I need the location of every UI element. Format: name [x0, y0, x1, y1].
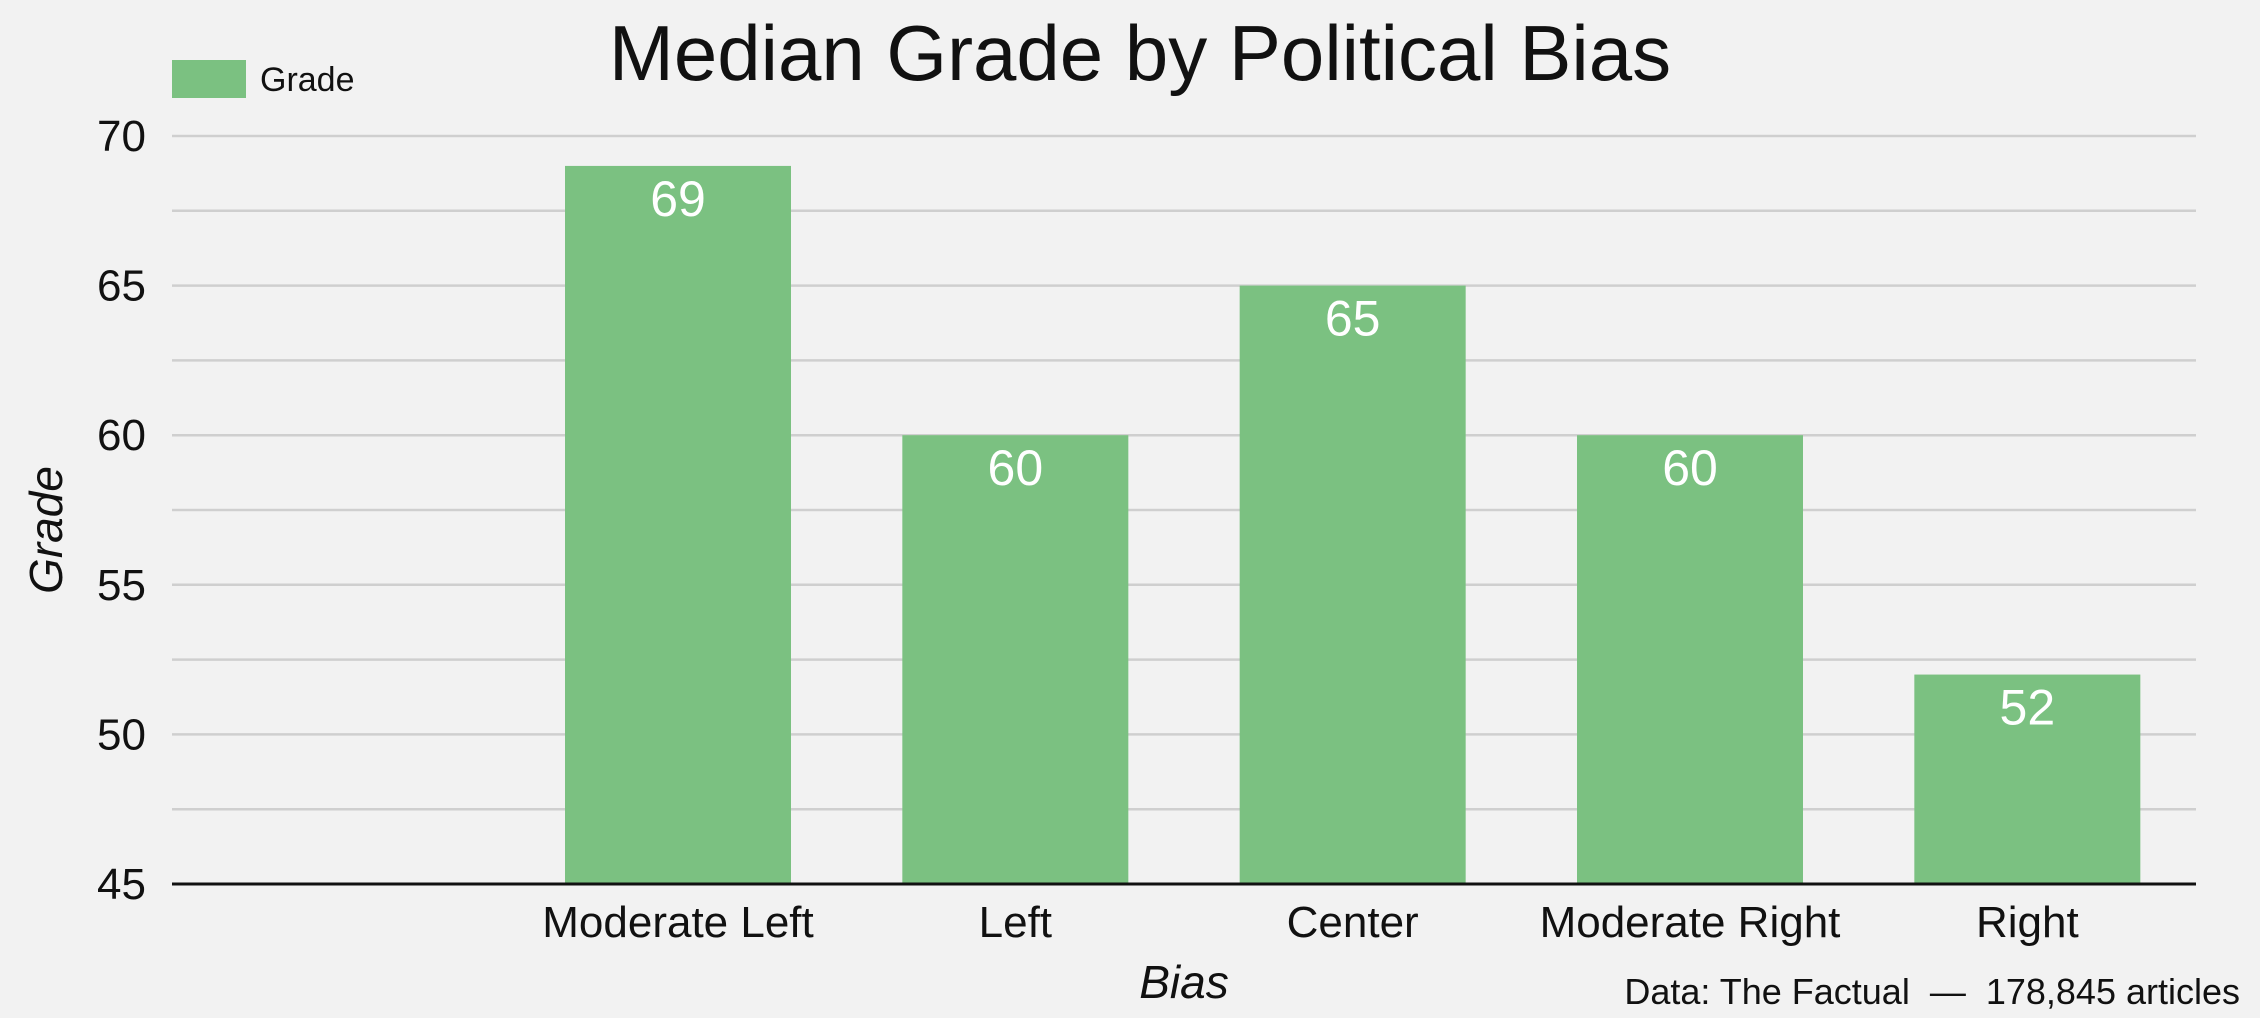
source-note: Data: The Factual — 178,845 articles [1624, 971, 2240, 1012]
x-tick-label: Left [979, 898, 1052, 947]
x-tick-label: Center [1287, 898, 1419, 947]
chart-title: Median Grade by Political Bias [609, 9, 1671, 97]
bar-right [1914, 674, 2141, 884]
y-tick-label: 60 [97, 411, 146, 460]
y-axis-title: Grade [20, 466, 72, 594]
bar-moderate-right [1577, 435, 1803, 884]
y-axis-ticks: 45 50 55 60 65 70 [97, 112, 146, 909]
y-tick-label: 55 [97, 561, 146, 610]
y-tick-label: 45 [97, 860, 146, 909]
legend: Grade [172, 60, 355, 99]
gridlines [172, 134, 2196, 811]
x-tick-label: Moderate Right [1540, 898, 1841, 947]
data-label: 60 [1662, 440, 1718, 496]
bars [565, 165, 2141, 885]
x-tick-label: Moderate Left [542, 898, 814, 947]
x-axis-title: Bias [1139, 956, 1228, 1008]
data-label: 52 [2000, 680, 2056, 736]
data-label: 69 [650, 171, 706, 227]
data-labels: 69 60 65 60 52 [650, 171, 2055, 736]
x-tick-label: Right [1976, 898, 2079, 947]
legend-label-grade: Grade [260, 61, 355, 99]
y-tick-label: 70 [97, 112, 146, 161]
y-tick-label: 50 [97, 710, 146, 759]
x-axis-ticks: Moderate Left Left Center Moderate Right Rig… [542, 898, 2078, 947]
bar-center [1239, 285, 1466, 885]
bar-moderate-left [565, 165, 791, 885]
legend-swatch-grade [172, 60, 246, 98]
data-label: 65 [1325, 291, 1381, 347]
data-label: 60 [988, 440, 1044, 496]
bar-left [902, 435, 1129, 884]
y-tick-label: 65 [97, 262, 146, 311]
